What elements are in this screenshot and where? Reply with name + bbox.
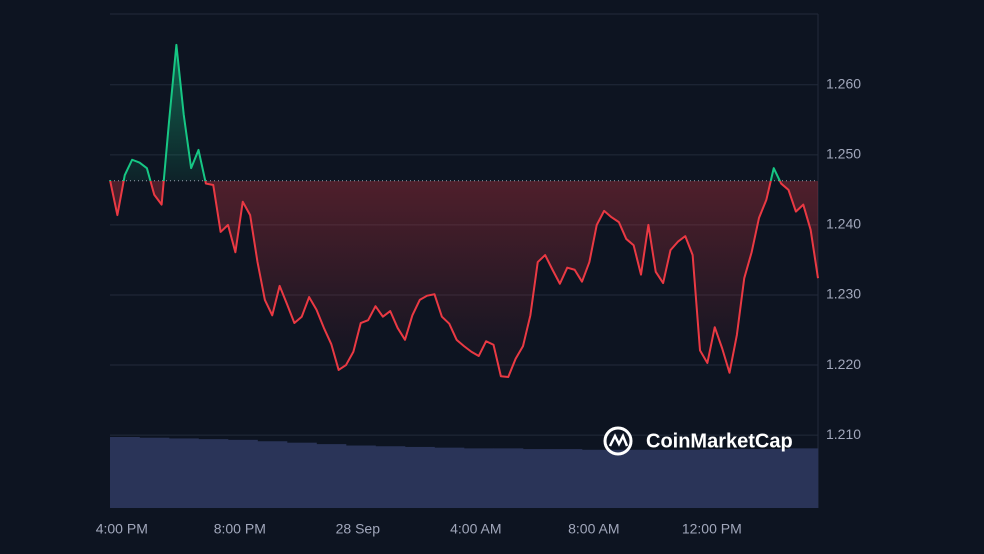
y-tick-label: 1.210	[826, 426, 861, 442]
volume-bar	[405, 446, 435, 508]
y-tick-label: 1.220	[826, 356, 861, 372]
volume-bar	[670, 449, 701, 508]
volume-bar	[169, 438, 199, 508]
volume-bar	[700, 449, 730, 508]
volume-bar	[582, 449, 612, 508]
x-tick-label: 8:00 AM	[568, 521, 619, 537]
volume-bar	[788, 448, 819, 508]
y-tick-label: 1.230	[826, 286, 861, 302]
volume-bar	[257, 441, 288, 508]
volume-bar	[110, 437, 140, 508]
watermark-text: CoinMarketCap	[646, 430, 793, 452]
volume-bar	[759, 449, 789, 508]
volume-bar	[287, 442, 317, 508]
watermark: CoinMarketCap	[603, 426, 793, 456]
volume-bar	[434, 447, 465, 508]
y-tick-label: 1.250	[826, 146, 861, 162]
volume-bar	[228, 439, 258, 508]
volume-bar	[729, 449, 760, 508]
x-tick-label: 4:00 AM	[450, 521, 501, 537]
volume-bar	[493, 448, 524, 508]
volume-bar	[316, 444, 347, 508]
price-line	[109, 43, 819, 378]
x-tick-label: 4:00 PM	[96, 521, 148, 537]
x-tick-label: 28 Sep	[336, 521, 381, 537]
x-tick-label: 12:00 PM	[682, 521, 742, 537]
volume-bar	[139, 437, 170, 508]
y-tick-label: 1.260	[826, 75, 861, 91]
volume-bar	[523, 449, 553, 508]
volume-bar	[375, 446, 406, 508]
volume-bar	[198, 439, 229, 508]
volume-bar	[346, 445, 376, 508]
watermark-logo	[603, 426, 633, 456]
volume-bar	[552, 449, 583, 508]
y-tick-label: 1.240	[826, 216, 861, 232]
volume-bar	[641, 449, 671, 508]
x-tick-label: 8:00 PM	[214, 521, 266, 537]
watermark-logo-mark	[608, 432, 629, 447]
price-area	[110, 44, 818, 377]
volume-bar	[611, 449, 642, 508]
volume-bar	[464, 448, 494, 508]
